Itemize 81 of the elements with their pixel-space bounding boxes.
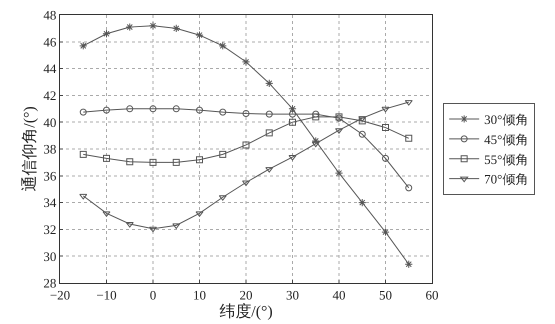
point xyxy=(242,141,250,148)
legend-label: 45°倾角 xyxy=(484,132,528,147)
point xyxy=(196,211,204,217)
point xyxy=(150,158,156,166)
point xyxy=(79,194,88,200)
point xyxy=(312,142,320,148)
x-tick-label: 10 xyxy=(193,288,206,303)
x-tick-label: −10 xyxy=(96,288,117,303)
point xyxy=(218,42,227,50)
point xyxy=(335,128,343,134)
point xyxy=(312,136,320,146)
point xyxy=(102,30,111,38)
point xyxy=(103,154,110,162)
y-tick-label: 36 xyxy=(43,168,57,184)
point xyxy=(196,106,203,114)
x-tick-label: 20 xyxy=(240,288,252,303)
y-tick-label: 34 xyxy=(43,195,57,210)
y-tick-label: 46 xyxy=(43,34,57,50)
x-tick-label: 50 xyxy=(379,288,392,303)
point xyxy=(312,113,320,120)
point xyxy=(288,155,296,161)
point xyxy=(149,226,157,232)
point xyxy=(242,58,250,66)
point xyxy=(405,134,412,142)
point xyxy=(172,223,180,229)
point xyxy=(126,105,134,112)
point xyxy=(382,106,390,112)
y-tick-label: 30 xyxy=(43,248,56,264)
point xyxy=(126,222,134,228)
point xyxy=(126,158,134,166)
point xyxy=(358,198,366,207)
y-tick-label: 48 xyxy=(43,8,56,23)
y-tick-label: 38 xyxy=(43,142,56,157)
point xyxy=(196,156,203,164)
point xyxy=(289,110,296,118)
y-tick-label: 44 xyxy=(43,61,57,76)
point xyxy=(102,211,110,217)
point xyxy=(382,124,389,132)
point xyxy=(242,110,250,117)
x-tick-label: 60 xyxy=(426,288,438,303)
point xyxy=(126,22,134,32)
point xyxy=(218,195,227,201)
point xyxy=(358,117,366,124)
point xyxy=(79,42,88,50)
point xyxy=(289,118,296,126)
legend-label: 55°倾角 xyxy=(484,152,528,167)
point xyxy=(265,167,274,173)
point xyxy=(195,31,204,40)
point xyxy=(381,228,390,236)
point xyxy=(358,130,366,138)
y-tick-label: 40 xyxy=(43,114,56,130)
point xyxy=(358,116,366,122)
point xyxy=(265,79,274,88)
x-axis-title: 纬度/(°) xyxy=(219,302,273,321)
point xyxy=(172,24,180,32)
point xyxy=(312,110,320,118)
point xyxy=(382,154,389,162)
point xyxy=(80,108,87,116)
point xyxy=(172,105,180,112)
point xyxy=(404,260,413,268)
point xyxy=(266,129,273,136)
point xyxy=(288,104,297,113)
point xyxy=(219,108,226,116)
legend-label: 30°倾角 xyxy=(484,112,528,128)
y-tick-label: 32 xyxy=(43,222,56,237)
point xyxy=(405,184,412,192)
x-tick-label: 40 xyxy=(332,288,346,303)
y-axis-title: 通信仰角/(°) xyxy=(20,106,38,192)
x-tick-label: 0 xyxy=(150,288,156,303)
point xyxy=(148,22,158,30)
y-tick-label: 42 xyxy=(43,88,56,103)
point xyxy=(404,100,413,106)
point xyxy=(103,106,110,114)
point xyxy=(219,150,226,158)
x-tick-label: 30 xyxy=(286,288,299,303)
point xyxy=(266,110,273,118)
legend-label: 70°倾角 xyxy=(484,172,528,187)
point xyxy=(334,169,344,178)
point xyxy=(172,158,180,166)
point xyxy=(80,150,87,158)
point xyxy=(150,105,156,112)
